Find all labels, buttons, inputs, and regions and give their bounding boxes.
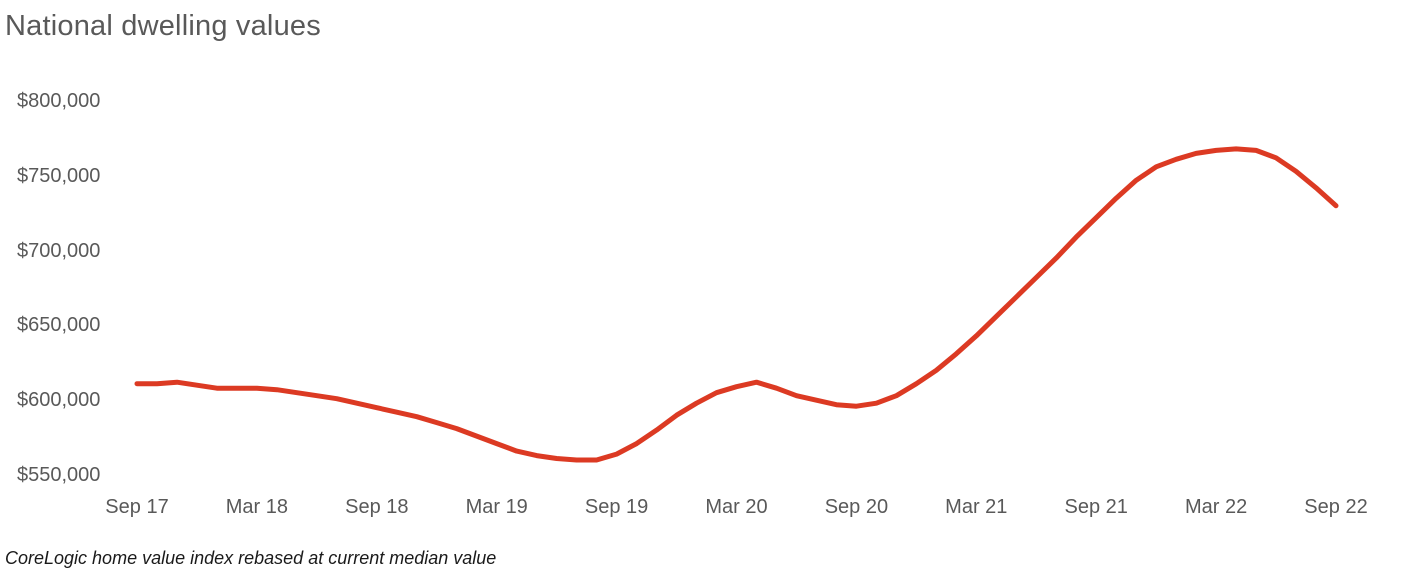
x-axis-label: Mar 21 (945, 496, 1008, 518)
x-axis-label: Mar 22 (1184, 496, 1248, 518)
x-axis-label: Mar 20 (705, 496, 768, 518)
y-axis-label: $600,000 (17, 389, 101, 412)
chart-footnote: CoreLogic home value index rebased at cu… (5, 548, 497, 568)
y-axis-label: $750,000 (17, 164, 101, 187)
x-axis-label: Mar 19 (465, 496, 528, 518)
x-axis-label: Sep 21 (1064, 496, 1128, 518)
chart-title: National dwelling values (5, 10, 321, 42)
x-axis-label: Mar 18 (225, 496, 289, 518)
dwelling-values-line (134, 146, 1339, 463)
y-axis-label: $650,000 (17, 314, 101, 337)
x-axis-label: Sep 22 (1304, 496, 1368, 518)
x-axis-label: Sep 20 (824, 496, 889, 518)
y-axis-label: $700,000 (17, 239, 101, 262)
x-axis-label: Sep 17 (105, 496, 169, 518)
x-axis-label: Sep 19 (584, 496, 649, 518)
y-axis-label: $550,000 (17, 464, 101, 486)
x-axis-label: Sep 18 (345, 496, 409, 518)
y-axis-label: $800,000 (17, 90, 101, 112)
